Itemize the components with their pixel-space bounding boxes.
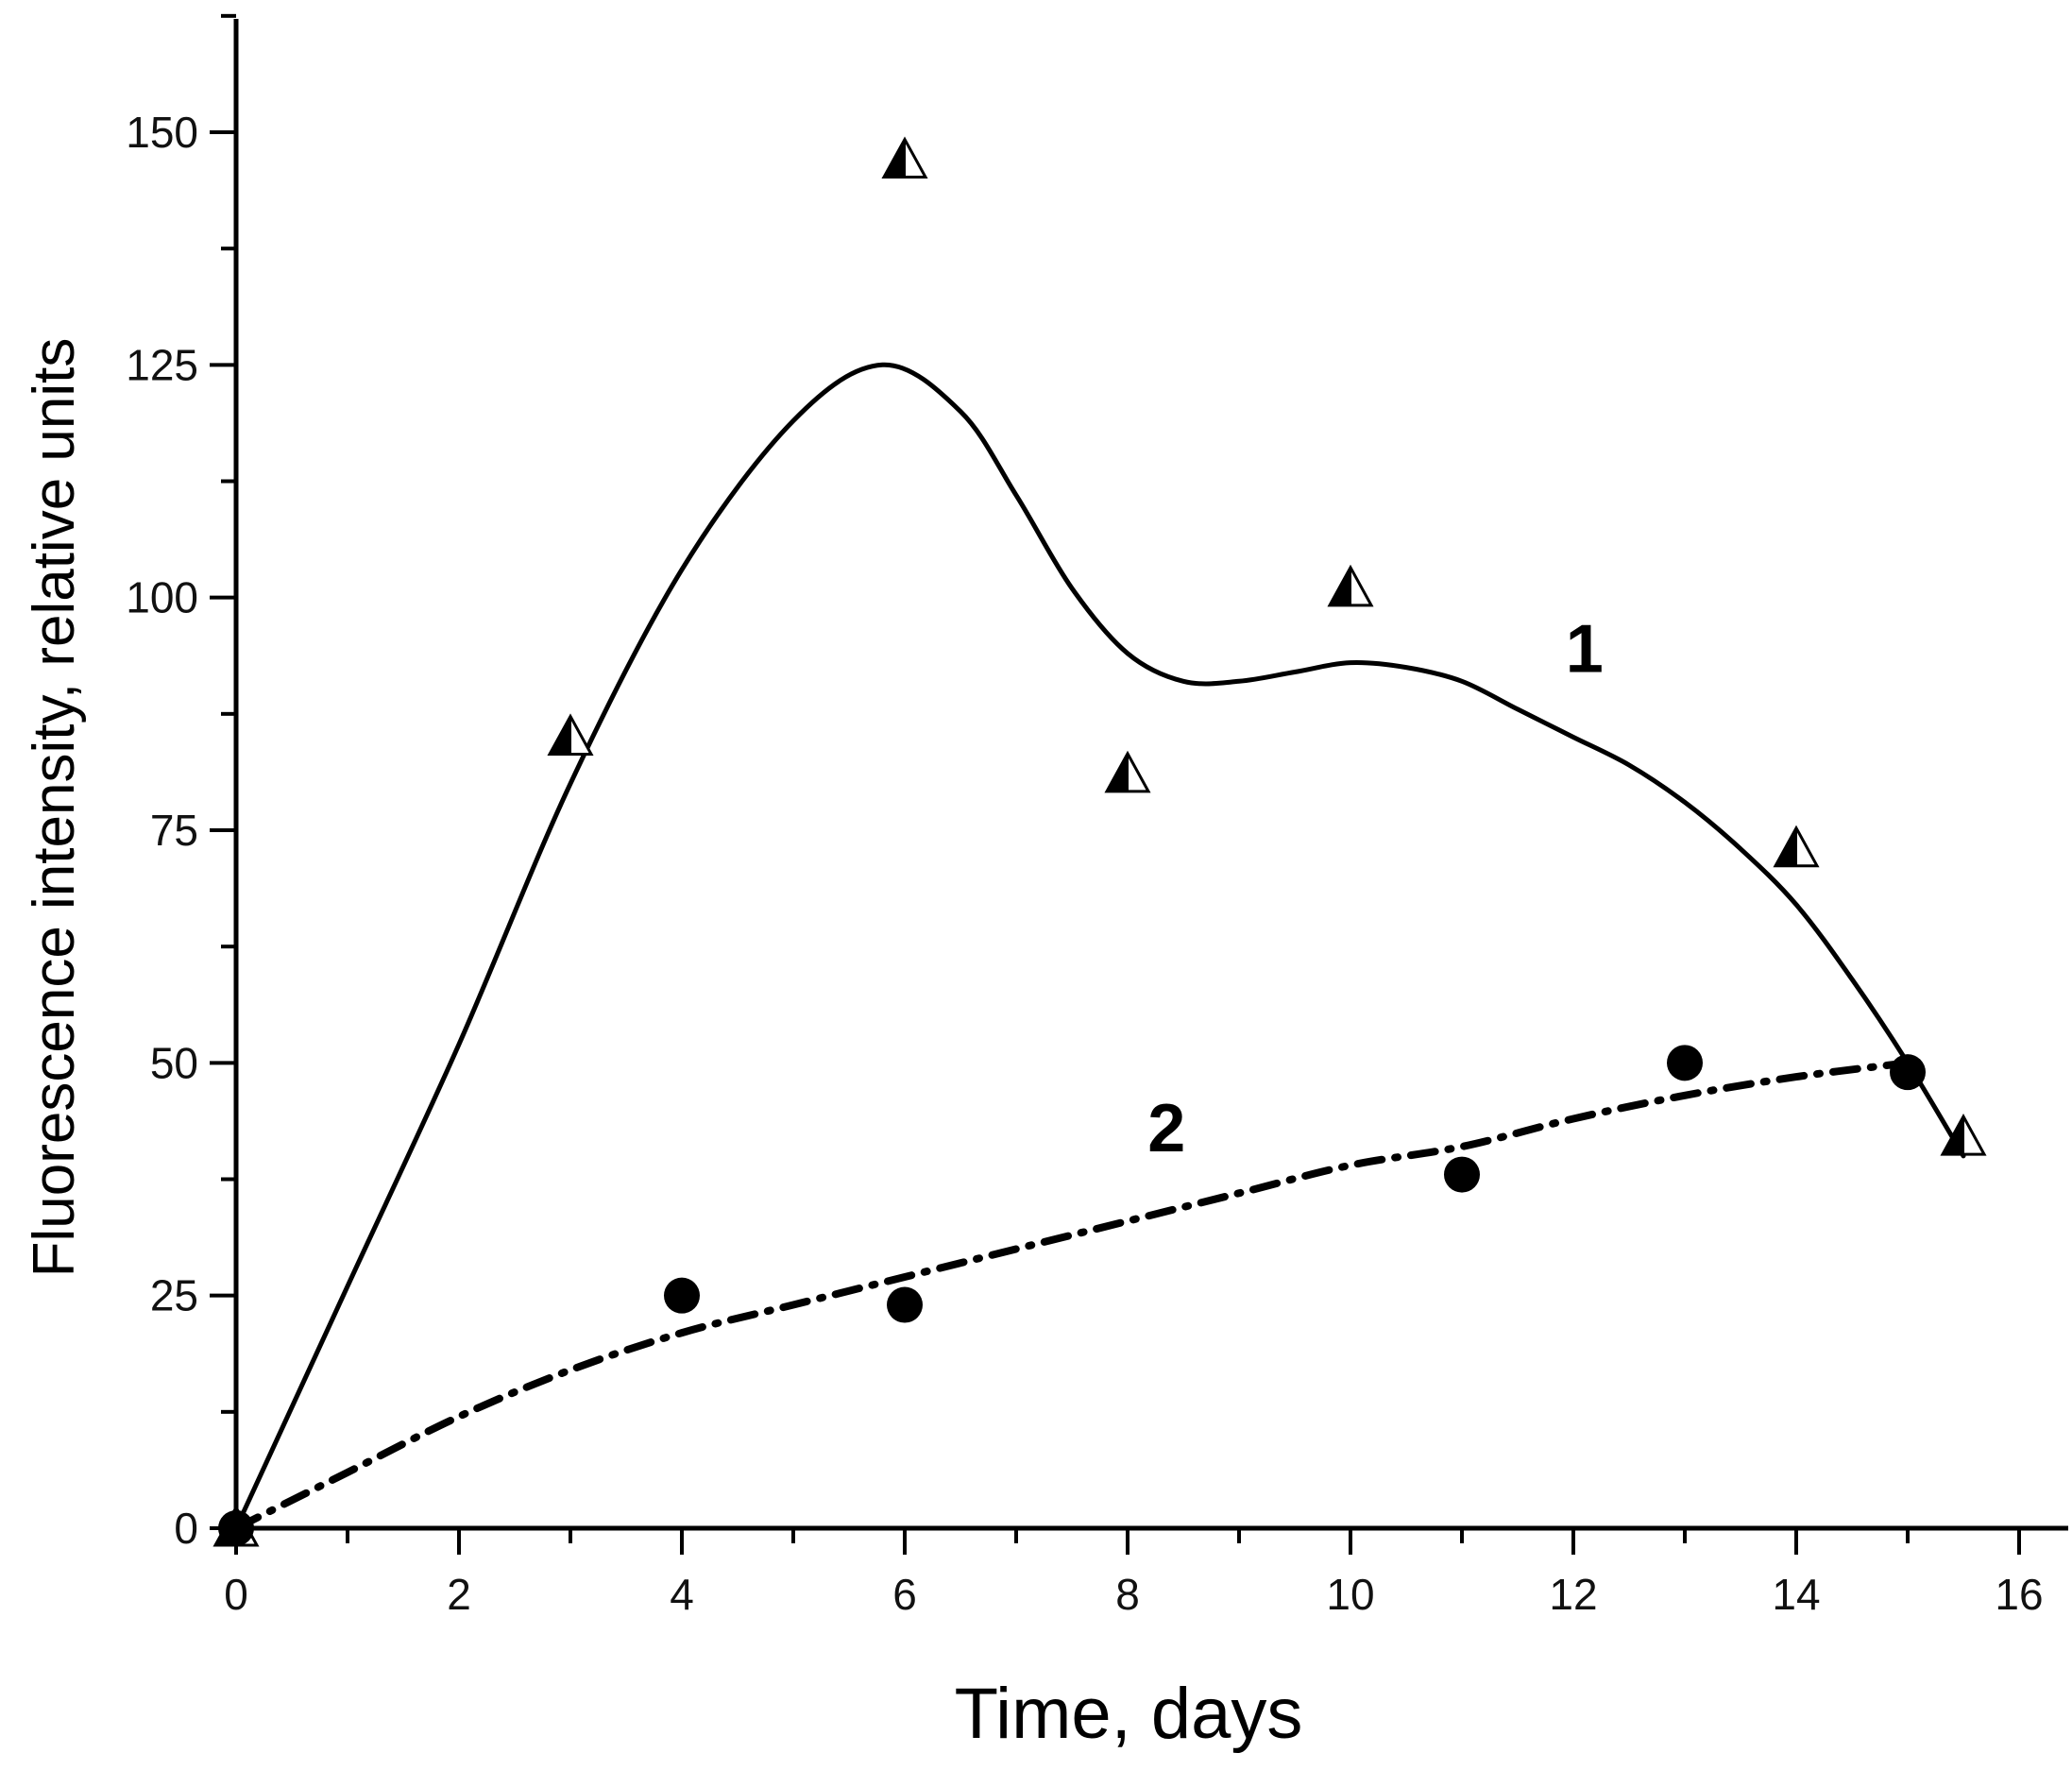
series-1-point <box>547 713 594 756</box>
x-tick-label: 6 <box>892 1570 917 1619</box>
y-tick-label: 150 <box>126 108 198 157</box>
series-1-point <box>1327 564 1374 607</box>
series-2-point <box>664 1277 700 1314</box>
y-tick-label: 50 <box>150 1038 198 1087</box>
x-tick-label: 14 <box>1772 1570 1820 1619</box>
series-1-point <box>881 136 928 179</box>
series-2-point <box>218 1510 254 1546</box>
x-tick-label: 8 <box>1115 1570 1140 1619</box>
series-2-point <box>1444 1156 1480 1193</box>
curve-label-1: 1 <box>1566 611 1604 687</box>
series-2-point <box>887 1286 923 1323</box>
x-tick-label: 4 <box>670 1570 694 1619</box>
series-2-fit-line <box>232 1059 1911 1532</box>
triangle-fill <box>1328 567 1351 606</box>
y-axis-title: Fluorescence intensity, relative units <box>22 338 87 1278</box>
curve-label-2: 2 <box>1147 1091 1185 1166</box>
triangle-fill <box>548 715 571 756</box>
x-tick-label: 10 <box>1326 1570 1374 1619</box>
triangle-fill <box>1105 753 1129 792</box>
fit-curves <box>232 362 1966 1532</box>
y-tick-label: 125 <box>126 340 198 389</box>
x-tick-label: 0 <box>224 1570 248 1619</box>
data-points <box>212 136 1987 1547</box>
x-tick-label: 16 <box>1995 1570 2043 1619</box>
series-2-point <box>1667 1045 1703 1081</box>
y-tick-label: 25 <box>150 1271 198 1320</box>
triangle-fill <box>1941 1115 1964 1156</box>
x-tick-label: 2 <box>447 1570 471 1619</box>
y-tick-label: 75 <box>150 806 198 855</box>
y-tick-label: 0 <box>174 1504 198 1553</box>
curve-labels: 12 <box>1147 611 1604 1166</box>
y-tick-label: 100 <box>126 573 198 622</box>
series-1-fit-line <box>233 362 1966 1531</box>
series-1-point <box>1773 825 1820 868</box>
triangle-fill <box>882 139 906 179</box>
series-2-point <box>1890 1054 1926 1091</box>
triangle-fill <box>1774 827 1797 867</box>
x-tick-label: 12 <box>1549 1570 1597 1619</box>
x-axis-title: Time, days <box>955 1674 1303 1754</box>
series-1-point <box>1104 750 1151 793</box>
series-1-point <box>1940 1114 1987 1156</box>
